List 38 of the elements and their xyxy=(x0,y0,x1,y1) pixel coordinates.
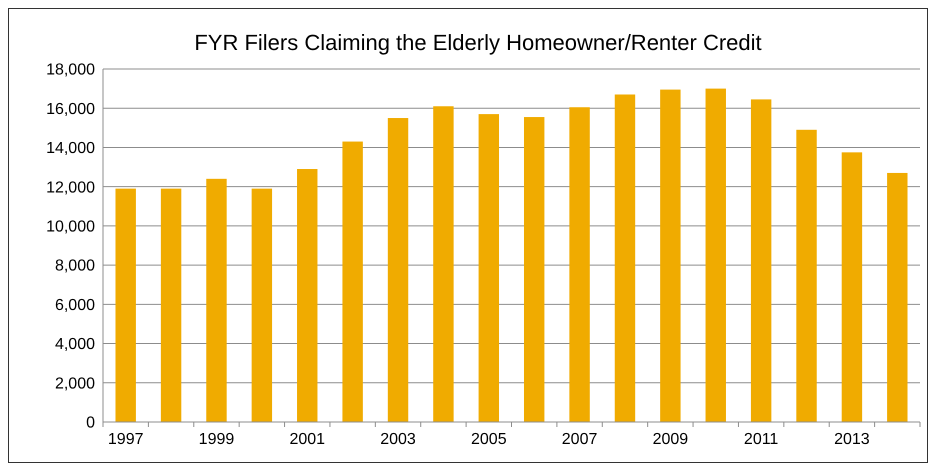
y-tick-label: 18,000 xyxy=(46,62,96,79)
y-tick-label: 14,000 xyxy=(46,140,96,158)
x-tick-label: 2011 xyxy=(744,431,778,448)
y-tick-label: 16,000 xyxy=(46,100,96,118)
bar xyxy=(796,130,817,422)
bar xyxy=(297,169,318,422)
bar xyxy=(569,107,590,422)
x-tick-label: 2001 xyxy=(289,431,326,448)
bar xyxy=(160,188,182,422)
x-tick-label: 1997 xyxy=(108,431,144,448)
bar xyxy=(887,172,908,422)
y-tick-label: 2,000 xyxy=(54,375,96,392)
bar xyxy=(478,114,500,422)
bar xyxy=(252,188,272,422)
chart-title: FYR Filers Claiming the Elderly Homeowner/Renter Credit xyxy=(194,30,762,55)
bar xyxy=(342,142,363,422)
x-tick-label: 2007 xyxy=(562,431,598,448)
x-tick-label: 1999 xyxy=(198,431,234,448)
bar xyxy=(706,88,726,422)
x-tick-label: 2009 xyxy=(652,431,688,448)
bar xyxy=(115,188,136,422)
x-tick-label: 2003 xyxy=(380,431,416,448)
bar xyxy=(614,94,636,422)
x-tick-label: 2013 xyxy=(834,431,870,448)
y-tick-label: 12,000 xyxy=(46,179,96,196)
bar xyxy=(750,99,772,422)
bar xyxy=(388,118,408,422)
y-tick-label: 10,000 xyxy=(46,218,96,236)
bar xyxy=(206,178,227,422)
x-tick-label: 2005 xyxy=(471,431,507,448)
y-tick-label: 4,000 xyxy=(54,336,96,354)
bar xyxy=(660,90,681,422)
y-tick-label: 6,000 xyxy=(54,296,96,314)
bar xyxy=(524,117,544,422)
bar xyxy=(842,152,862,422)
bar xyxy=(433,106,454,422)
y-tick-label: 0 xyxy=(86,414,96,432)
y-tick-label: 8,000 xyxy=(54,258,96,275)
